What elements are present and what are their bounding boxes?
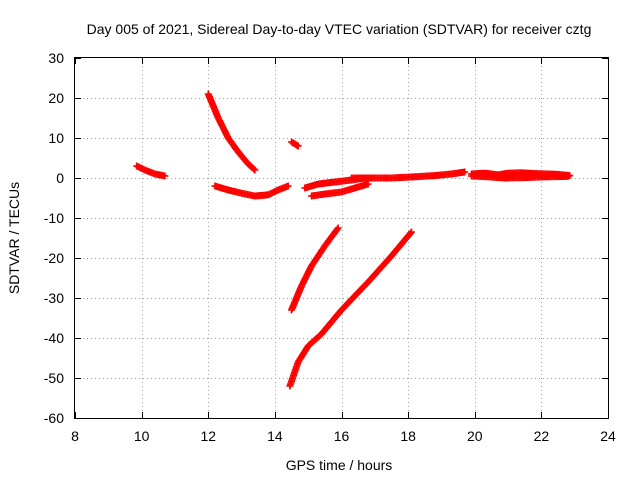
x-tick-label: 12: [200, 428, 216, 444]
data-point: [334, 224, 342, 232]
chart-title: Day 005 of 2021, Sidereal Day-to-day VTE…: [87, 21, 592, 37]
y-tick-label: 10: [48, 130, 64, 146]
data-point: [406, 229, 414, 237]
tick-labels: 8 10 12 14 16 18 20 22 24 -60 -50 -40 -30 -20 -10 0 10 20…: [44, 50, 616, 444]
x-tick-label: 20: [467, 428, 483, 444]
x-tick-label: 8: [71, 428, 79, 444]
series-arc-1: [133, 162, 169, 180]
data-point: [364, 180, 372, 188]
series-arc-11: [467, 172, 572, 182]
data-point: [161, 172, 169, 180]
data-point: [250, 165, 258, 173]
ticks: [75, 58, 609, 419]
y-tick-label: -40: [44, 330, 64, 346]
series-arc-8: [308, 180, 372, 200]
x-tick-label: 18: [400, 428, 416, 444]
y-axis-label: SDTVAR / TECUs: [6, 182, 22, 294]
series-layer: [133, 90, 574, 390]
y-tick-label: 20: [48, 90, 64, 106]
y-tick-label: -60: [44, 410, 64, 426]
x-tick-label: 14: [267, 428, 283, 444]
series-arc-2: [204, 90, 259, 174]
x-tick-label: 16: [334, 428, 350, 444]
series-arc-4: [288, 138, 302, 150]
series-arc-9: [347, 168, 469, 182]
plot-frame: [74, 57, 609, 419]
series-arc-3: [211, 182, 292, 200]
x-tick-label: 24: [600, 428, 616, 444]
data-point: [333, 225, 341, 233]
data-point: [294, 142, 302, 150]
series-arc-5: [288, 224, 342, 314]
x-tick-label: 10: [134, 428, 150, 444]
x-axis-label: GPS time / hours: [286, 457, 393, 473]
data-point: [461, 168, 469, 176]
y-tick-label: -10: [44, 210, 64, 226]
y-tick-label: -30: [44, 290, 64, 306]
y-tick-label: -20: [44, 250, 64, 266]
data-point: [251, 166, 259, 174]
y-tick-label: -50: [44, 370, 64, 386]
series-arc-6: [286, 228, 415, 390]
data-point: [284, 182, 292, 190]
x-tick-label: 22: [534, 428, 550, 444]
data-point: [564, 172, 572, 180]
data-point: [407, 228, 415, 236]
y-tick-label: 0: [56, 170, 64, 186]
y-tick-label: 30: [48, 50, 64, 66]
